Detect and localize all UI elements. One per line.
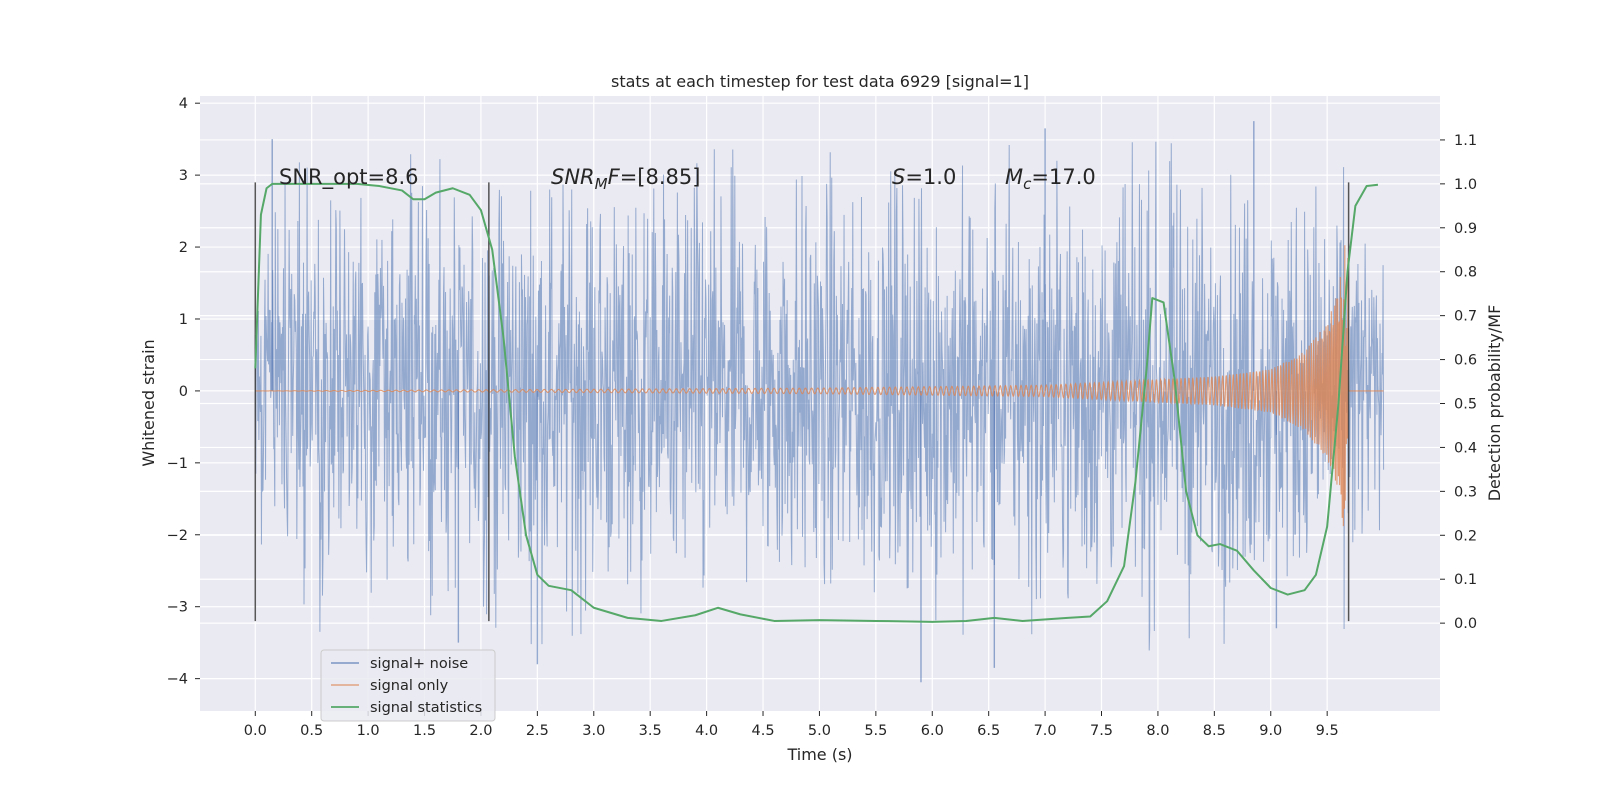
y-right-tick-label: 0.3: [1454, 484, 1477, 500]
y-right-tick-label: 0.8: [1454, 265, 1477, 281]
y-right-tick-label: 0.9: [1454, 221, 1477, 237]
x-tick-label: 6.5: [977, 723, 1000, 739]
x-tick-label: 8.0: [1146, 723, 1169, 739]
y-tick-label: 0: [179, 384, 188, 400]
signal-plus-noise-trace: [254, 141, 1385, 651]
x-tick-label: 1.0: [357, 723, 380, 739]
mc-name: M: [1005, 165, 1023, 189]
x-tick-label: 4.0: [695, 723, 718, 739]
x-tick-label: 0.0: [244, 723, 267, 739]
y-tick-label: −4: [167, 672, 188, 688]
mc-value: =17.0: [1031, 165, 1095, 189]
x-tick-label: 9.0: [1259, 723, 1282, 739]
snr-mf-name: SNR: [551, 165, 595, 189]
x-tick-label: 9.5: [1316, 723, 1339, 739]
y-tick-label: 1: [179, 312, 188, 328]
y-right-tick-label: 0.2: [1454, 528, 1477, 544]
series-signal-statistics: [254, 182, 1379, 623]
s-value: =1.0: [905, 165, 956, 189]
y-right-tick-label: 0.7: [1454, 309, 1477, 325]
y-right-tick-label: 1.1: [1454, 133, 1477, 149]
legend-label-signal-statistics: signal statistics: [370, 700, 482, 716]
y-tick-labels: −4 −3 −2 −1 0 1 2 3 4: [167, 96, 200, 688]
x-tick-labels: 0.0 0.5 1.0 1.5 2.0 2.5 3.0 3.5 4.0 4.5 5.0 5.5 6.0 6…: [244, 711, 1339, 739]
signal-only-trace: [255, 245, 1384, 527]
x-tick-label: 7.0: [1034, 723, 1057, 739]
signal-statistics-line: [254, 182, 1379, 623]
y-right-tick-labels: 0.0 0.1 0.2 0.3 0.4 0.5 0.6 0.7 0.8 0.9 1.0 1.1: [1440, 133, 1477, 632]
snr-mf-sub: M: [595, 175, 608, 193]
x-tick-label: 8.5: [1203, 723, 1226, 739]
y-tick-label: −3: [167, 600, 188, 616]
annotation-mc: Mc=17.0: [1005, 165, 1096, 193]
annotation-snr-opt: SNR_opt=8.6: [279, 165, 419, 190]
x-tick-label: 4.5: [751, 723, 774, 739]
annotation-s: S=1.0: [892, 165, 956, 189]
x-tick-label: 2.5: [526, 723, 549, 739]
x-tick-label: 1.5: [413, 723, 436, 739]
y-right-tick-label: 0.4: [1454, 440, 1477, 456]
snr-mf-tail: F: [608, 165, 621, 189]
x-tick-label: 5.5: [864, 723, 887, 739]
snr-mf-value: =[8.85]: [620, 165, 701, 189]
series-signal-plus-noise: [254, 121, 1385, 683]
y-tick-label: 3: [179, 168, 188, 184]
x-tick-label: 2.0: [469, 723, 492, 739]
y-right-tick-label: 0.1: [1454, 572, 1477, 588]
x-tick-label: 7.5: [1090, 723, 1113, 739]
legend-box: [320, 649, 496, 722]
x-tick-label: 0.5: [300, 723, 323, 739]
y-right-tick-label: 1.0: [1454, 177, 1477, 193]
x-tick-label: 6.0: [921, 723, 944, 739]
y-right-tick-label: 0.0: [1454, 616, 1477, 632]
chart-title: stats at each timestep for test data 692…: [611, 72, 1029, 91]
y-tick-label: 4: [179, 96, 188, 112]
legend: signal+ noise signal only signal statist…: [320, 649, 496, 722]
y-tick-label: 2: [179, 240, 188, 256]
x-tick-label: 5.0: [808, 723, 831, 739]
annotation-snr-mf: SNRMF=[8.85]: [551, 165, 700, 193]
y-axis-label: Whitened strain: [139, 339, 158, 466]
legend-label-signal-plus-noise: signal+ noise: [370, 656, 468, 672]
y-right-tick-label: 0.6: [1454, 353, 1477, 369]
y-tick-label: −1: [167, 456, 188, 472]
mc-sub: c: [1023, 175, 1032, 193]
s-name: S: [892, 165, 905, 189]
x-tick-label: 3.5: [639, 723, 662, 739]
series-signal-only: [255, 245, 1384, 527]
x-tick-label: 3.0: [582, 723, 605, 739]
y-right-tick-label: 0.5: [1454, 397, 1477, 413]
legend-label-signal-only: signal only: [370, 678, 449, 694]
y-tick-label: −2: [167, 528, 188, 544]
x-axis-label: Time (s): [786, 745, 852, 764]
y-right-axis-label: Detection probability/MF: [1485, 305, 1504, 502]
signal-plus-noise-spikes: [271, 121, 1278, 683]
